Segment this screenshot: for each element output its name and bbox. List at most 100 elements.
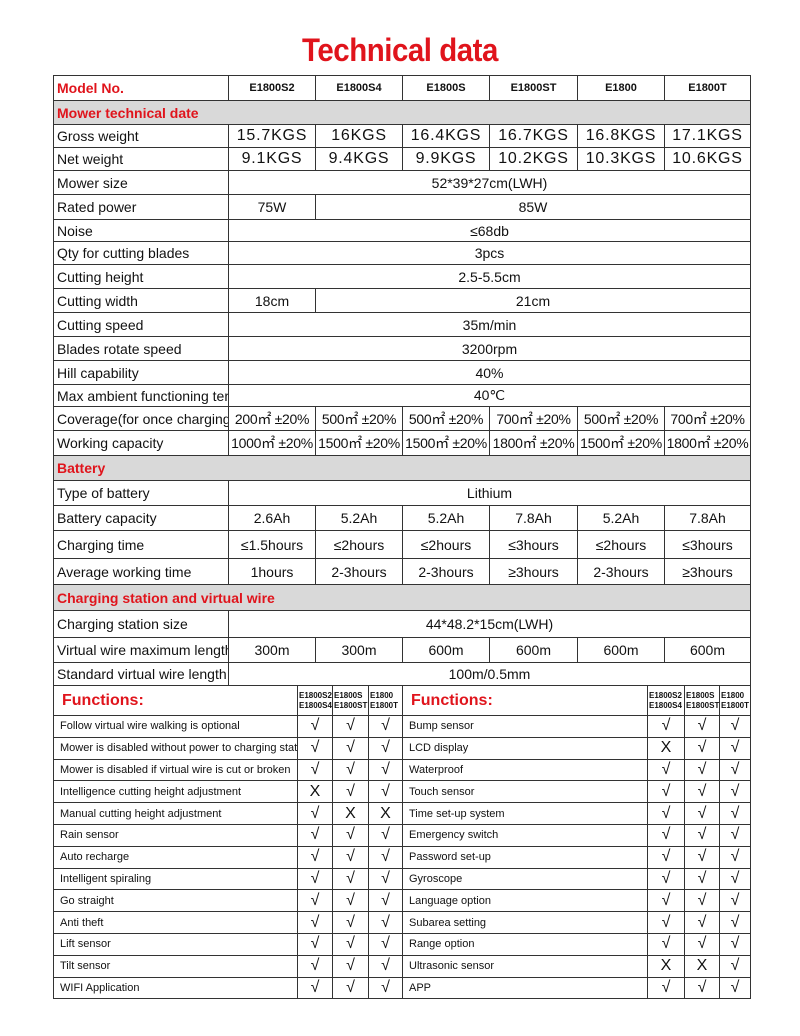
- check-mark: √: [719, 802, 751, 825]
- section-header: Battery: [53, 455, 751, 481]
- spec-row: Standard virtual wire length 100m/0.5mm: [53, 662, 751, 686]
- spec-value: 600m: [402, 637, 490, 663]
- spec-value: 500㎡ ±20%: [577, 406, 665, 431]
- spec-row: Cutting speed 35m/min: [53, 312, 751, 337]
- spec-value: 2.6Ah: [228, 505, 316, 531]
- spec-label: Mower technical date: [53, 100, 751, 125]
- spec-value: 600m: [489, 637, 578, 663]
- function-name: Bump sensor: [402, 715, 648, 738]
- spec-label: Gross weight: [53, 124, 229, 148]
- check-mark: √: [684, 780, 720, 804]
- spec-row: Cutting height 2.5-5.5cm: [53, 264, 751, 289]
- function-row: Follow virtual wire walking is optional √…: [53, 715, 751, 738]
- spec-value: 2-3hours: [577, 558, 665, 585]
- function-name: Waterproof: [402, 758, 648, 782]
- functions-label: Functions:: [53, 685, 298, 716]
- check-mark: √: [684, 802, 720, 825]
- check-mark: √: [719, 867, 751, 891]
- check-mark: √: [684, 736, 720, 760]
- check-mark: √: [332, 715, 369, 738]
- spec-value: 35m/min: [228, 312, 751, 337]
- check-mark: √: [297, 823, 333, 847]
- function-row: Manual cutting height adjustment √ X X Time …: [53, 802, 751, 825]
- spec-row: Coverage(for once charging) 200㎡ ±20% 500㎡…: [53, 406, 751, 431]
- spec-value: 700㎡ ±20%: [489, 406, 578, 431]
- check-mark: √: [719, 976, 751, 1000]
- check-mark: √: [297, 976, 333, 1000]
- spec-value: 300m: [315, 637, 403, 663]
- check-mark: √: [297, 715, 333, 738]
- spec-value: 1500㎡ ±20%: [315, 430, 403, 456]
- spec-value: 9.9KGS: [402, 147, 490, 171]
- spec-row: Max ambient functioning temp.40℃: [53, 384, 751, 407]
- function-row: Mower is disabled without power to charg…: [53, 736, 751, 760]
- spec-row: Average working time 1hours 2-3hours 2-3hou…: [53, 558, 751, 585]
- function-row: Rain sensor √ √ √ Emergency switch √ √ √: [53, 823, 751, 847]
- check-mark: √: [297, 954, 333, 978]
- spec-label: Cutting speed: [53, 312, 229, 337]
- spec-value: ≤68db: [228, 219, 751, 242]
- check-mark: √: [332, 823, 369, 847]
- check-mark: √: [647, 802, 685, 825]
- spec-label: Hill capability: [53, 360, 229, 385]
- spec-row: Cutting width 18cm 21cm: [53, 288, 751, 313]
- spec-value: ≤2hours: [577, 530, 665, 559]
- check-mark: √: [684, 823, 720, 847]
- function-row: Go straight √ √ √ Language option √ √ √: [53, 889, 751, 913]
- spec-label: Net weight: [53, 147, 229, 171]
- model-group-header: E1800S E1800ST: [332, 685, 369, 716]
- spec-row: Virtual wire maximum length 300m 300m 600m 6…: [53, 637, 751, 663]
- spec-label: Model No.: [53, 75, 229, 101]
- check-mark: √: [719, 954, 751, 978]
- spec-value: E1800: [577, 75, 665, 101]
- spec-label: Working capacity: [53, 430, 229, 456]
- spec-value: 2.5-5.5cm: [228, 264, 751, 289]
- spec-value: 2-3hours: [315, 558, 403, 585]
- function-row: Intelligence cutting height adjustment X √…: [53, 780, 751, 804]
- spec-value: 16KGS: [315, 124, 403, 148]
- function-name: APP: [402, 976, 648, 1000]
- function-row: Anti theft √ √ √ Subarea setting √ √ √: [53, 911, 751, 934]
- check-mark: √: [368, 845, 403, 869]
- check-mark: √: [647, 823, 685, 847]
- function-name: Rain sensor: [53, 823, 298, 847]
- spec-value: 85W: [315, 194, 751, 220]
- spec-value: 52*39*27cm(LWH): [228, 170, 751, 195]
- spec-row: Net weight 9.1KGS 9.4KGS 9.9KGS 10.2KGS 10.3K…: [53, 147, 751, 171]
- function-name: Mower is disabled without power to charg…: [53, 736, 298, 760]
- function-name: Tilt sensor: [53, 954, 298, 978]
- check-mark: √: [684, 889, 720, 913]
- spec-value: 2-3hours: [402, 558, 490, 585]
- check-mark: √: [719, 889, 751, 913]
- section-header: Charging station and virtual wire: [53, 584, 751, 611]
- function-name: LCD display: [402, 736, 648, 760]
- function-name: Gyroscope: [402, 867, 648, 891]
- check-mark: √: [719, 845, 751, 869]
- spec-value: 5.2Ah: [315, 505, 403, 531]
- spec-value: 16.8KGS: [577, 124, 665, 148]
- spec-value: E1800S4: [315, 75, 403, 101]
- spec-value: 5.2Ah: [402, 505, 490, 531]
- spec-label: Charging station and virtual wire: [53, 584, 751, 611]
- check-mark: √: [647, 889, 685, 913]
- model-group-header: E1800 E1800T: [719, 685, 751, 716]
- function-row: Tilt sensor √ √ √ Ultrasonic sensor X X √: [53, 954, 751, 978]
- check-mark: √: [647, 715, 685, 738]
- spec-value: 300m: [228, 637, 316, 663]
- check-mark: √: [647, 976, 685, 1000]
- spec-value: 17.1KGS: [664, 124, 751, 148]
- spec-label: Coverage(for once charging): [53, 406, 229, 431]
- spec-row: Blades rotate speed 3200rpm: [53, 336, 751, 361]
- check-mark: √: [297, 889, 333, 913]
- spec-label: Virtual wire maximum length: [53, 637, 229, 663]
- spec-row: Noise ≤68db: [53, 219, 751, 242]
- check-mark: √: [368, 911, 403, 934]
- model-group-header: E1800 E1800T: [368, 685, 403, 716]
- model-group-header: E1800S E1800ST: [684, 685, 720, 716]
- spec-row: Charging station size 44*48.2*15cm(LWH): [53, 610, 751, 638]
- check-mark: √: [719, 911, 751, 934]
- spec-value: 1800㎡ ±20%: [664, 430, 751, 456]
- check-mark: √: [368, 954, 403, 978]
- spec-value: 7.8Ah: [489, 505, 578, 531]
- function-name: Anti theft: [53, 911, 298, 934]
